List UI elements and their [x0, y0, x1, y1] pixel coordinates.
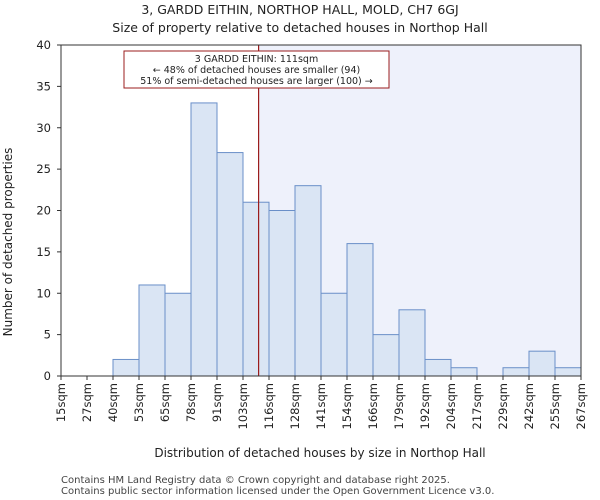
bar-65sqm [164, 292, 192, 377]
bar-255sqm [554, 367, 582, 377]
bar-154sqm [346, 243, 374, 377]
bar-103sqm [242, 201, 270, 377]
x-tick-label: 103sqm [236, 383, 250, 429]
chart-title: 3, GARDD EITHIN, NORTHOP HALL, MOLD, CH7… [141, 2, 458, 17]
bar-192sqm [424, 358, 452, 377]
y-tick-label: 10 [36, 286, 51, 300]
x-tick-label: 128sqm [288, 383, 302, 429]
x-tick-label: 53sqm [132, 383, 146, 422]
y-tick-label: 15 [36, 245, 51, 259]
y-tick-label: 0 [44, 369, 51, 383]
bar-204sqm [450, 367, 478, 377]
annotation-line-2: ← 48% of detached houses are smaller (94… [153, 65, 360, 76]
x-tick-label: 154sqm [340, 383, 354, 429]
y-axis-label: Number of detached properties [1, 148, 15, 337]
bar-40sqm [112, 358, 140, 377]
x-tick-label: 166sqm [366, 383, 380, 429]
x-tick-label: 27sqm [80, 383, 94, 422]
bar-78sqm [190, 102, 218, 377]
y-tick-label: 35 [36, 79, 51, 93]
x-tick-label: 192sqm [418, 383, 432, 429]
bar-166sqm [372, 334, 400, 377]
y-tick-label: 20 [36, 204, 51, 218]
x-tick-label: 78sqm [184, 383, 198, 422]
x-tick-label: 204sqm [444, 383, 458, 429]
y-tick-label: 25 [36, 162, 51, 176]
x-tick-label: 242sqm [522, 383, 536, 429]
chart-subtitle: Size of property relative to detached ho… [112, 20, 487, 35]
y-tick-label: 40 [36, 38, 51, 52]
x-tick-label: 15sqm [54, 383, 68, 422]
x-tick-label: 116sqm [262, 383, 276, 429]
bar-128sqm [294, 185, 322, 377]
x-tick-label: 229sqm [496, 383, 510, 429]
y-tick-label: 5 [44, 328, 51, 342]
plot-area: 0 5 10 15 20 25 30 35 40 15sqm 27sqm 40sqm 53sqm 65sq… [36, 38, 588, 429]
bar-141sqm [320, 292, 348, 377]
bar-179sqm [398, 309, 426, 377]
bar-116sqm [268, 210, 296, 377]
x-tick-label: 255sqm [548, 383, 562, 429]
bar-53sqm [138, 284, 166, 377]
bar-242sqm [528, 350, 556, 377]
bar-229sqm [502, 367, 530, 377]
footer-line-1: Contains HM Land Registry data © Crown c… [61, 475, 450, 486]
annotation-line-1: 3 GARDD EITHIN: 111sqm [195, 54, 318, 65]
footer-line-2: Contains public sector information licen… [61, 486, 494, 497]
x-tick-label: 40sqm [106, 383, 120, 422]
x-axis-label: Distribution of detached houses by size … [154, 446, 485, 460]
x-tick-label: 65sqm [158, 383, 172, 422]
x-tick-label: 267sqm [574, 383, 588, 429]
x-tick-label: 179sqm [392, 383, 406, 429]
y-tick-label: 30 [36, 121, 51, 135]
bar-91sqm [216, 152, 244, 377]
x-tick-label: 91sqm [210, 383, 224, 422]
annotation-line-3: 51% of semi-detached houses are larger (… [140, 76, 373, 87]
x-tick-label: 217sqm [470, 383, 484, 429]
annotation-box [123, 50, 390, 89]
x-tick-label: 141sqm [314, 383, 328, 429]
